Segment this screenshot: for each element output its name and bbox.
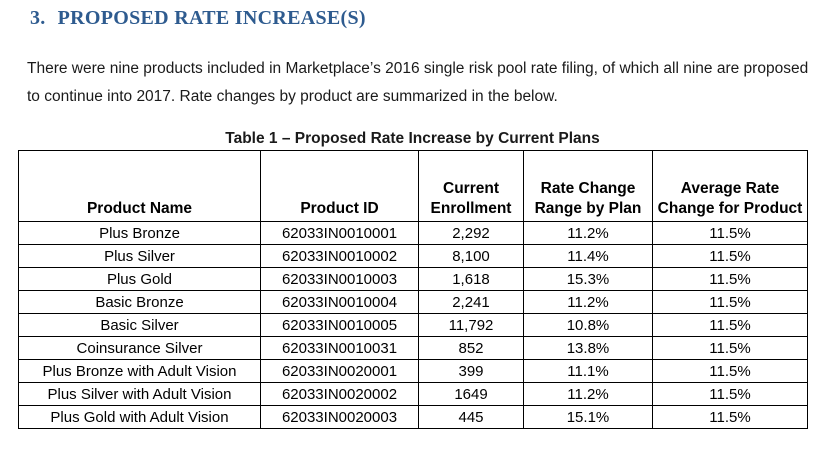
column-header: Rate Change Range by Plan: [523, 150, 653, 222]
table-cell: 15.1%: [523, 405, 653, 429]
table-cell: 11.5%: [652, 244, 808, 268]
table-cell: Basic Bronze: [18, 290, 261, 314]
section-number: 3.: [30, 7, 46, 29]
table-cell: 852: [418, 336, 524, 360]
table-cell: 62033IN0010003: [260, 267, 419, 291]
table-cell: 11.1%: [523, 359, 653, 383]
table-cell: 62033IN0010004: [260, 290, 419, 314]
table-cell: 1,618: [418, 267, 524, 291]
table-cell: 11,792: [418, 313, 524, 337]
table-caption: Table 1 – Proposed Rate Increase by Curr…: [225, 130, 600, 147]
table-cell: 11.5%: [652, 267, 808, 291]
section-title-text: PROPOSED RATE INCREASE(S): [57, 7, 366, 29]
column-header: Current Enrollment: [418, 150, 524, 222]
table-cell: 10.8%: [523, 313, 653, 337]
table-cell: Coinsurance Silver: [18, 336, 261, 360]
table-cell: 445: [418, 405, 524, 429]
table-row: Plus Silver with Adult Vision 62033IN0020…: [18, 382, 808, 406]
section-heading: 3. PROPOSED RATE INCREASE(S): [30, 7, 366, 30]
table-cell: Plus Gold with Adult Vision: [18, 405, 261, 429]
table-header: Product Name Product ID Current Enrollment…: [18, 150, 808, 222]
table-cell: 2,292: [418, 221, 524, 245]
table-cell: 11.5%: [652, 313, 808, 337]
table-cell: Plus Bronze with Adult Vision: [18, 359, 261, 383]
table-row: Coinsurance Silver 62033IN0010031 852 13.8%…: [18, 336, 808, 360]
column-header: Average Rate Change for Product: [652, 150, 808, 222]
table-cell: Plus Gold: [18, 267, 261, 291]
table-cell: 1649: [418, 382, 524, 406]
table-cell: 11.2%: [523, 221, 653, 245]
table-body: Plus Bronze 62033IN0010001 2,292 11.2% 11.5%…: [18, 221, 808, 429]
table-cell: Plus Bronze: [18, 221, 261, 245]
table-cell: 11.5%: [652, 221, 808, 245]
table-row: Plus Bronze 62033IN0010001 2,292 11.2% 11.5%: [18, 221, 808, 245]
table-row: Basic Silver 62033IN0010005 11,792 10.8% 11.…: [18, 313, 808, 337]
table-cell: 11.5%: [652, 359, 808, 383]
table-row: Plus Bronze with Adult Vision 62033IN0020…: [18, 359, 808, 383]
table-cell: 11.2%: [523, 290, 653, 314]
table-cell: Plus Silver: [18, 244, 261, 268]
table-cell: 11.5%: [652, 336, 808, 360]
table-cell: 2,241: [418, 290, 524, 314]
table-cell: 62033IN0010005: [260, 313, 419, 337]
column-header: Product ID: [260, 150, 419, 222]
table-cell: 62033IN0020003: [260, 405, 419, 429]
table-cell: 62033IN0010002: [260, 244, 419, 268]
table-cell: 8,100: [418, 244, 524, 268]
table-row: Basic Bronze 62033IN0010004 2,241 11.2% 11.5…: [18, 290, 808, 314]
table-cell: Plus Silver with Adult Vision: [18, 382, 261, 406]
table-row: Plus Gold 62033IN0010003 1,618 15.3% 11.5%: [18, 267, 808, 291]
table-cell: Basic Silver: [18, 313, 261, 337]
intro-paragraph: There were nine products included in Mar…: [27, 60, 809, 105]
table-cell: 11.2%: [523, 382, 653, 406]
table-cell: 62033IN0010001: [260, 221, 419, 245]
table-cell: 15.3%: [523, 267, 653, 291]
rate-increase-table: Product Name Product ID Current Enrollment…: [18, 150, 808, 429]
column-header: Product Name: [18, 150, 261, 222]
table-cell: 11.5%: [652, 405, 808, 429]
table-row: Plus Silver 62033IN0010002 8,100 11.4% 11.5%: [18, 244, 808, 268]
table-cell: 11.5%: [652, 382, 808, 406]
header-row: Product Name Product ID Current Enrollment…: [18, 150, 808, 222]
table-cell: 11.4%: [523, 244, 653, 268]
table-cell: 62033IN0010031: [260, 336, 419, 360]
table-cell: 13.8%: [523, 336, 653, 360]
table-cell: 62033IN0020002: [260, 382, 419, 406]
table-cell: 62033IN0020001: [260, 359, 419, 383]
table-cell: 11.5%: [652, 290, 808, 314]
table-row: Plus Gold with Adult Vision 62033IN002000…: [18, 405, 808, 429]
table-cell: 399: [418, 359, 524, 383]
